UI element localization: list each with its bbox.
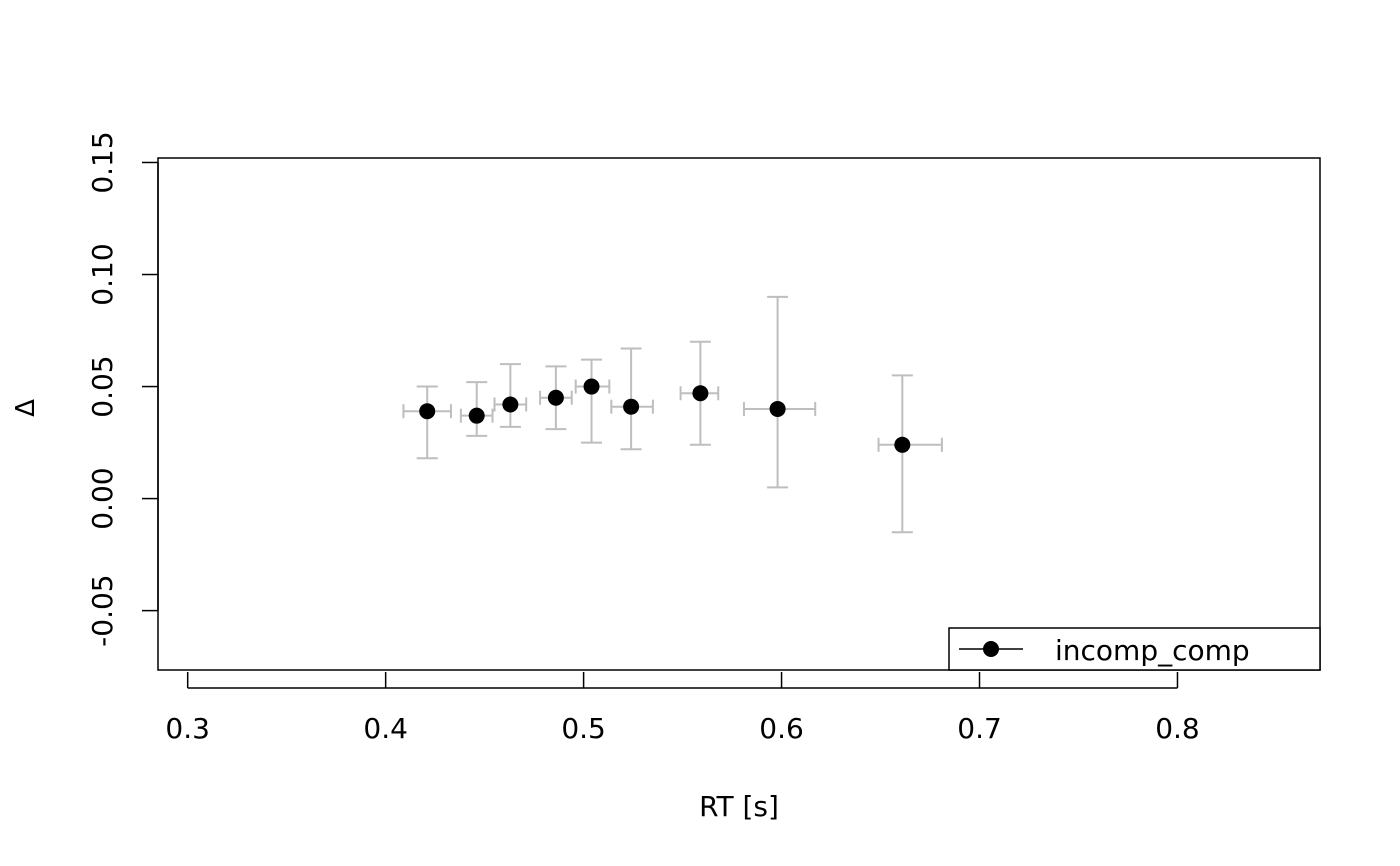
x-tick-label: 0.7 <box>957 712 1002 745</box>
y-tick-label: -0.05 <box>86 574 119 646</box>
legend: incomp_comp <box>948 627 1321 671</box>
data-point <box>502 396 519 413</box>
data-point <box>468 407 485 424</box>
plot-frame <box>157 157 1321 671</box>
data-point <box>769 400 786 417</box>
data-point <box>547 389 564 406</box>
y-tick-label: 0.00 <box>86 467 119 529</box>
data-point <box>692 385 709 402</box>
data-point <box>894 436 911 453</box>
x-tick-label: 0.5 <box>561 712 606 745</box>
x-axis: 0.3 0.4 0.5 0.6 0.7 0.8 <box>165 672 1200 745</box>
data-point <box>583 378 600 395</box>
error-bars <box>402 295 943 534</box>
y-tick-label: 0.05 <box>86 355 119 417</box>
x-axis-label: RT [s] <box>699 790 779 823</box>
legend-marker <box>983 641 999 657</box>
legend-label: incomp_comp <box>1055 634 1250 667</box>
x-tick-label: 0.4 <box>363 712 408 745</box>
y-axis-label: Δ <box>11 399 41 417</box>
x-tick-label: 0.8 <box>1155 712 1200 745</box>
data-point <box>419 403 436 420</box>
y-tick-label: 0.15 <box>86 131 119 193</box>
x-tick-label: 0.6 <box>759 712 804 745</box>
y-tick-label: 0.10 <box>86 243 119 305</box>
data-point <box>623 398 640 415</box>
data-points <box>419 378 911 453</box>
y-axis: -0.05 0.00 0.05 0.10 0.15 <box>86 131 159 647</box>
x-tick-label: 0.3 <box>165 712 210 745</box>
